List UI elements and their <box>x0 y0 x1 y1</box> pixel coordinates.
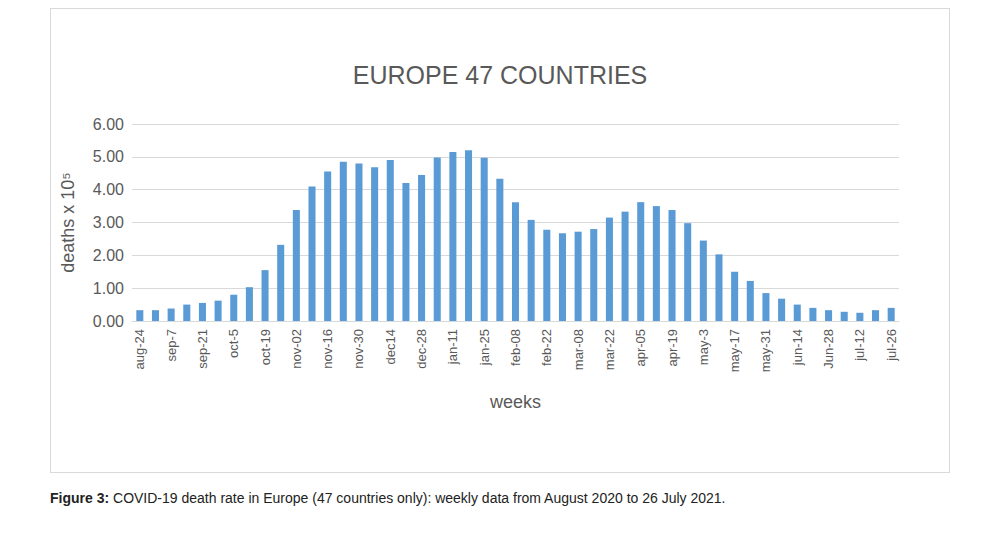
svg-text:6.00: 6.00 <box>93 116 124 133</box>
svg-text:aug-24: aug-24 <box>132 329 147 369</box>
svg-text:nov-02: nov-02 <box>289 329 304 369</box>
svg-text:apr-19: apr-19 <box>665 329 680 367</box>
html-text:Figure 3: COVID-19 death rate: Figure 3: COVID-19 death rate in Europe … <box>50 490 726 506</box>
svg-text:jun-14: jun-14 <box>790 329 805 366</box>
svg-text:oct-19: oct-19 <box>258 329 273 365</box>
svg-text:may-17: may-17 <box>727 329 742 372</box>
svg-text:jul-26: jul-26 <box>884 329 899 362</box>
svg-text:mar-08: mar-08 <box>571 329 586 370</box>
svg-text:mar-22: mar-22 <box>602 329 617 370</box>
svg-text:jan-25: jan-25 <box>477 329 492 366</box>
svg-text:may-31: may-31 <box>758 329 773 372</box>
svg-text:oct-5: oct-5 <box>226 329 241 358</box>
svg-text:may-3: may-3 <box>696 329 711 365</box>
svg-text:feb-08: feb-08 <box>508 329 523 366</box>
svg-text:dec-28: dec-28 <box>414 329 429 369</box>
svg-text:feb-22: feb-22 <box>539 329 554 366</box>
svg-text:apr-05: apr-05 <box>633 329 648 367</box>
svg-text:sep-21: sep-21 <box>195 329 210 369</box>
svg-text:weeks: weeks <box>489 392 541 412</box>
svg-text:2.00: 2.00 <box>93 247 124 264</box>
svg-text:0.00: 0.00 <box>93 313 124 330</box>
svg-text:deaths x 10⁵: deaths x 10⁵ <box>58 172 78 273</box>
svg-text:dec14: dec14 <box>383 329 398 364</box>
svg-text:Jun-28: Jun-28 <box>821 329 836 369</box>
svg-text:sep-7: sep-7 <box>164 329 179 362</box>
svg-text:EUROPE 47 COUNTRIES: EUROPE 47 COUNTRIES <box>353 61 648 89</box>
svg-text:jan-11: jan-11 <box>445 329 460 365</box>
svg-text:5.00: 5.00 <box>93 148 124 165</box>
svg-text:3.00: 3.00 <box>93 214 124 231</box>
svg-text:4.00: 4.00 <box>93 181 124 198</box>
svg-text:jul-12: jul-12 <box>852 329 867 362</box>
svg-text:nov-16: nov-16 <box>320 329 335 369</box>
svg-text:nov-30: nov-30 <box>351 329 366 369</box>
svg-text:1.00: 1.00 <box>93 280 124 297</box>
